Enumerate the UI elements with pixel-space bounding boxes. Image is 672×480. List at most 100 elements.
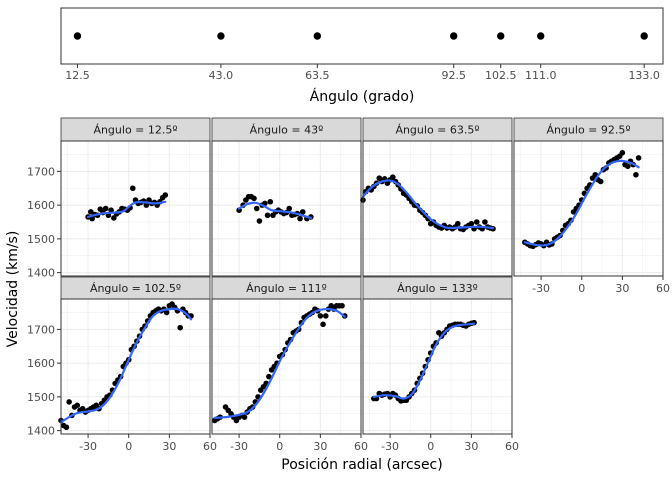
- angle-tick-label: 63.5: [305, 69, 330, 82]
- fit-line: [238, 201, 312, 219]
- angle-strip-plot: 12.5 43.0 63.5 92.5 102.5 111.0 133.0: [60, 7, 664, 82]
- facet-panel: Ángulo = 12.5º 1400 1500 1600 1700: [27, 117, 211, 280]
- facet-panel-bg: [363, 299, 512, 434]
- y-tick-label: 1700: [27, 323, 55, 336]
- facet-strip-label: Ángulo = 111º: [246, 282, 327, 295]
- x-tick-label: 30: [313, 440, 327, 453]
- facet-panel: Ángulo = 111º -30 0 30 60: [211, 276, 368, 453]
- data-point: [162, 192, 169, 198]
- data-point: [241, 414, 248, 420]
- data-point: [264, 212, 271, 219]
- facet-panel-border: [60, 140, 211, 277]
- y-tick-label: 1500: [27, 233, 55, 246]
- x-tick-label: -30: [532, 282, 550, 295]
- angle-point: [217, 32, 225, 40]
- data-point: [286, 205, 293, 212]
- fit-line: [87, 200, 167, 218]
- data-point: [322, 313, 329, 319]
- data-point: [74, 402, 81, 409]
- facet-panel: Ángulo = 102.5º 1400 1500 1600 1700 -30 0 30 60: [27, 276, 217, 453]
- x-tick-label: 30: [615, 282, 629, 295]
- data-point: [88, 209, 94, 215]
- angle-tick-label: 12.5: [65, 69, 90, 82]
- x-tick-label: 60: [354, 440, 368, 453]
- data-point: [635, 155, 642, 161]
- facet-panel-bg: [61, 141, 210, 276]
- facet-panel-border: [362, 140, 513, 277]
- data-point: [597, 178, 604, 185]
- data-point: [256, 218, 263, 224]
- data-point: [624, 163, 631, 170]
- data-point: [299, 209, 306, 215]
- angle-axis-label: Ángulo (grado): [310, 88, 415, 105]
- data-point: [339, 302, 345, 309]
- y-tick-label: 1600: [27, 199, 55, 212]
- facet-strip-label: Ángulo = 102.5º: [90, 282, 181, 295]
- angle-tick-label: 43.0: [209, 69, 234, 82]
- angle-tick-label: 102.5: [485, 69, 517, 82]
- x-tick-label: -30: [381, 440, 399, 453]
- x-tick-label: 0: [578, 282, 585, 295]
- data-point: [253, 205, 260, 212]
- facet-panel-border: [362, 298, 513, 435]
- data-point: [619, 150, 626, 156]
- facet-panel-border: [60, 298, 211, 435]
- x-tick-label: 0: [427, 440, 434, 453]
- data-point: [129, 185, 136, 192]
- angle-plot-panel: [60, 7, 664, 65]
- facet-panel-border: [513, 140, 664, 277]
- angle-tick-label: 133.0: [628, 69, 660, 82]
- x-tick-label: 60: [656, 282, 670, 295]
- facet-panel: Ángulo = 133º -30 0 30 60: [362, 276, 519, 453]
- x-tick-label: 60: [505, 440, 519, 453]
- data-point: [111, 215, 117, 221]
- fit-line: [59, 307, 193, 424]
- data-point: [317, 313, 324, 319]
- data-point: [266, 373, 272, 380]
- angle-tick-label: 111.0: [525, 69, 557, 82]
- angle-point: [313, 32, 322, 40]
- x-tick-label: -30: [230, 440, 248, 453]
- fit-line: [361, 179, 495, 230]
- y-tick-label: 1700: [27, 165, 55, 178]
- x-tick-label: 30: [162, 440, 176, 453]
- facet-strip-label: Ángulo = 12.5º: [93, 124, 177, 137]
- data-point: [320, 321, 326, 328]
- y-tick-label: 1600: [27, 357, 55, 370]
- y-tick-label: 1500: [27, 391, 55, 404]
- x-tick-label: 30: [464, 440, 478, 453]
- angle-point: [73, 32, 82, 40]
- angle-tick-label: 92.5: [441, 69, 466, 82]
- facet-strip-label: Ángulo = 92.5º: [546, 124, 630, 137]
- angle-point: [450, 32, 458, 40]
- data-point: [482, 219, 488, 225]
- facet-panel-border: [211, 140, 362, 277]
- x-tick-label: 0: [276, 440, 283, 453]
- data-point: [177, 324, 183, 331]
- data-point: [63, 424, 70, 431]
- x-tick-label: 60: [203, 440, 217, 453]
- data-point: [66, 399, 72, 405]
- facet-panel: Ángulo = 92.5º -30 0 30 60: [513, 117, 670, 295]
- data-point: [163, 309, 170, 316]
- y-tick-label: 1400: [27, 267, 55, 280]
- data-point: [455, 220, 461, 227]
- facet-panel: Ángulo = 43º: [211, 117, 362, 277]
- data-point: [468, 220, 475, 227]
- data-point: [633, 171, 639, 178]
- angle-point: [497, 32, 505, 40]
- data-point: [297, 215, 303, 222]
- data-point: [108, 207, 114, 213]
- facet-panel-border: [211, 298, 362, 435]
- fit-line: [523, 159, 640, 247]
- x-tick-label: 0: [125, 440, 132, 453]
- facet-strip-label: Ángulo = 133º: [397, 282, 478, 295]
- data-point: [251, 195, 257, 202]
- data-point: [473, 219, 480, 225]
- data-point: [102, 205, 109, 212]
- facet-panel-bg: [363, 141, 512, 276]
- facet-panel-bg: [514, 141, 663, 276]
- y-axis-label: Velocidad (km/s): [5, 231, 21, 348]
- x-tick-label: -30: [79, 440, 97, 453]
- angle-point: [537, 32, 545, 40]
